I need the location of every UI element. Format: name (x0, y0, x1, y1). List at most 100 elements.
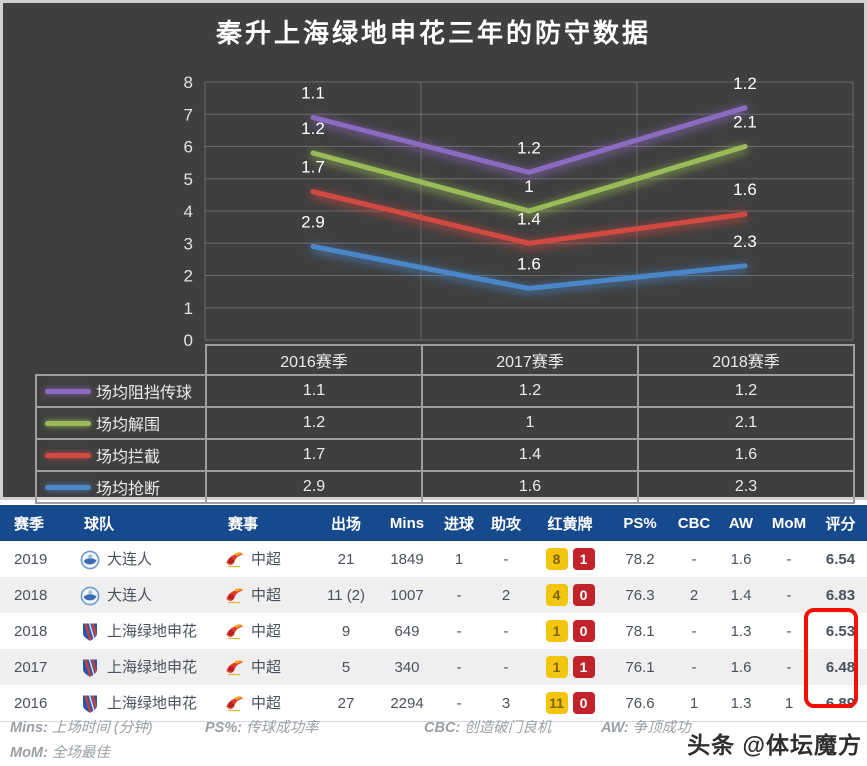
data-label: 1.2 (301, 119, 325, 138)
footnote-abbr: AW: (601, 720, 629, 736)
y-axis-tick-label: 6 (184, 138, 193, 157)
data-label: 1 (524, 177, 533, 196)
player-stats-table: 赛季 球队 赛事 出场 Mins 进球 助攻 红黄牌 PS% CBC AW MoM 评分 2019 大连人… (0, 505, 867, 722)
data-label: 1.4 (517, 209, 541, 228)
footnote-desc: 上场时间 (分钟) (51, 720, 153, 736)
footnote: CBC: 创造破门良机 (424, 716, 551, 737)
footnote-desc: 全场最佳 (51, 745, 110, 761)
stats-cell-cbc: - (691, 622, 697, 640)
csl-league-logo-icon (224, 694, 244, 714)
yellow-card-badge: 1 (545, 620, 568, 642)
cards-cell: 11 0 (530, 685, 610, 722)
competition-name: 中超 (251, 550, 282, 568)
footnote-desc: 创造破门良机 (464, 720, 552, 736)
data-label: 1.7 (301, 158, 325, 177)
stats-cell-mins: 1007 (390, 586, 424, 604)
stats-cell-assists: 2 (501, 586, 511, 604)
legend-value-cell: 1.6 (421, 470, 639, 504)
data-label: 1.2 (733, 74, 757, 93)
stats-cell-mom: - (786, 658, 792, 676)
y-axis-tick-label: 0 (184, 331, 193, 350)
legend-label-cell: 场均阻挡传球 (35, 374, 207, 408)
red-card-badge: 0 (572, 620, 595, 642)
stats-header-cell: 赛季 (0, 505, 64, 541)
series-line (310, 144, 748, 214)
stats-header-cell: 进球 (436, 505, 482, 541)
stats-cell-mins: 1849 (390, 550, 424, 568)
legend-value-cell: 1.1 (205, 374, 423, 408)
data-label: 1.1 (301, 84, 325, 103)
season-cell: 2018 (14, 622, 48, 640)
y-axis-tick-label: 4 (184, 202, 193, 221)
team-cell: 大连人 (64, 577, 214, 613)
stats-header-cell: 评分 (814, 505, 867, 541)
y-axis-tick-label: 2 (184, 267, 193, 286)
team-name: 大连人 (107, 550, 153, 568)
stats-cell-goals: - (456, 586, 462, 604)
stats-cell-goals: - (456, 658, 462, 676)
dalian-club-crest-icon (80, 550, 100, 570)
legend-col-header: 2016赛季 (205, 344, 423, 376)
stats-cell-mins: 649 (394, 622, 420, 640)
csl-league-logo-icon (224, 550, 244, 570)
legend-col-header: 2017赛季 (421, 344, 639, 376)
yellow-card-badge: 1 (545, 656, 568, 678)
stats-cell-cbc: - (691, 550, 697, 568)
legend-header-row: 2016赛季 2017赛季 2018赛季 (36, 344, 855, 376)
stats-cell-ps: 76.1 (625, 658, 655, 676)
team-name: 上海绿地申花 (107, 694, 198, 712)
legend-value-cell: 2.9 (205, 470, 423, 504)
footnote: PS%: 传球成功率 (205, 716, 319, 737)
competition-name: 中超 (251, 622, 282, 640)
series-line (310, 244, 748, 291)
team-name: 大连人 (107, 586, 153, 604)
stats-cell-assists: 3 (501, 694, 511, 712)
stats-cell-aw: 1.3 (730, 694, 752, 712)
stats-cell-aw: 1.3 (730, 622, 752, 640)
data-label: 1.2 (517, 138, 541, 157)
legend-series-label: 场均抢断 (96, 481, 161, 498)
stats-cell-mins: 2294 (390, 694, 424, 712)
series-line (310, 105, 748, 175)
legend-series-label: 场均解围 (96, 417, 161, 434)
stats-cell-assists: - (503, 658, 509, 676)
rating-cell: 6.48 (825, 658, 856, 676)
red-card-badge: 0 (572, 692, 595, 714)
legend-label-cell: 场均拦截 (35, 438, 207, 472)
legend-row: 场均抢断 2.9 1.6 2.3 (35, 470, 855, 504)
legend-swatch-icon (45, 484, 91, 490)
yellow-card-badge: 11 (545, 692, 568, 714)
season-cell: 2019 (14, 550, 48, 568)
stats-cell-apps: 9 (341, 622, 351, 640)
competition-cell: 中超 (214, 541, 314, 577)
legend-value-cell: 2.1 (637, 406, 855, 440)
rating-cell: 6.53 (825, 622, 856, 640)
stats-row: 2019 大连人 中超 21 1849 1-8 1 78.2-1.6-6.54 (0, 541, 867, 577)
legend-swatch-icon (45, 420, 91, 426)
stats-cell-cbc: 1 (689, 694, 699, 712)
legend-row: 场均拦截 1.7 1.4 1.6 (35, 438, 855, 472)
stats-cell-goals: 1 (454, 550, 464, 568)
y-axis-tick-label: 3 (184, 234, 193, 253)
stats-cell-mom: - (786, 550, 792, 568)
footnote-abbr: Mins: (10, 720, 48, 736)
season-cell: 2016 (14, 694, 48, 712)
stats-header-cell: CBC (670, 505, 718, 541)
stats-cell-goals: - (456, 694, 462, 712)
stats-row: 2018 上海绿地申花 中超 9 649 - - 1 0 78.1 - 1.3 - 6.53 (0, 613, 867, 649)
footnote-abbr: PS%: (205, 720, 243, 736)
footnote-abbr: CBC: (424, 720, 461, 736)
csl-league-logo-icon (224, 658, 244, 678)
competition-cell: 中超 (214, 577, 314, 613)
csl-league-logo-icon (224, 586, 244, 606)
competition-cell: 中超 (214, 649, 314, 685)
legend-value-cell: 1.2 (421, 374, 639, 408)
stats-cell-ps: 76.3 (625, 586, 655, 604)
legend-value-cell: 1.6 (637, 438, 855, 472)
csl-league-logo-icon (224, 622, 244, 642)
stats-cell-ps: 78.2 (625, 550, 655, 568)
legend-value-cell: 1.4 (421, 438, 639, 472)
